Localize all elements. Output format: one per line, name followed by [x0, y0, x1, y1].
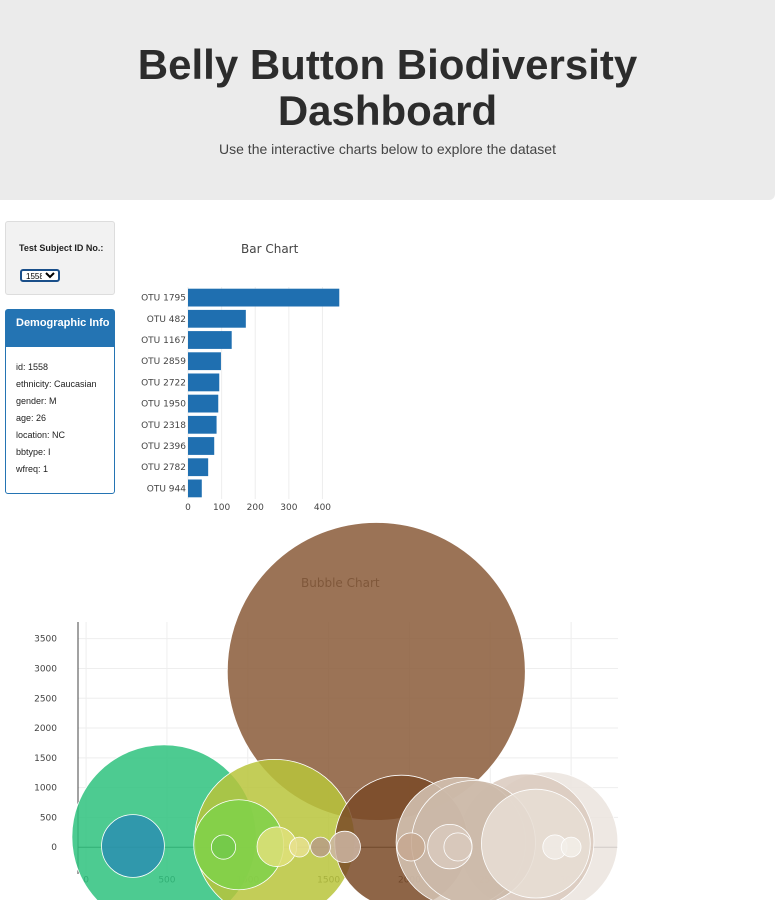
- bar-mark: [188, 373, 220, 392]
- bar-x-tick-label: 0: [185, 503, 191, 513]
- bar-y-tick-label: OTU 2318: [141, 421, 186, 431]
- bar-mark: [188, 415, 217, 434]
- bar-mark: [188, 394, 219, 413]
- bar-y-tick-label: OTU 1950: [141, 400, 186, 410]
- demo-line-bbtype: bbtype: I: [16, 447, 51, 457]
- bar-x-tick-label: 400: [314, 503, 331, 513]
- bar-y-tick-label: OTU 2782: [141, 463, 186, 473]
- bar-x-tick-label: 300: [280, 503, 297, 513]
- bar-mark: [188, 479, 202, 498]
- bar-mark: [188, 309, 246, 328]
- page-title-line1: Belly Button Biodiversity: [137, 41, 638, 88]
- demo-line-age: age: 26: [16, 413, 47, 423]
- bar-chart-title: Bar Chart: [241, 242, 299, 256]
- bar-y-tick-label: OTU 2859: [141, 357, 186, 367]
- demo-line-ethnicity: ethnicity: Caucasian: [16, 379, 97, 389]
- bar-mark: [188, 352, 221, 371]
- bar-y-tick-label: OTU 1167: [141, 336, 186, 346]
- demo-line-id: id: 1558: [16, 362, 49, 372]
- bar-mark: [188, 458, 209, 477]
- bar-mark: [188, 437, 215, 455]
- subject-id-select[interactable]: 1558: [20, 269, 60, 282]
- demo-line-wfreq: wfreq: 1: [16, 464, 49, 474]
- bar-y-tick-label: OTU 1795: [141, 294, 186, 304]
- demo-line-gender: gender: M: [16, 396, 57, 406]
- bar-y-tick-label: OTU 2722: [141, 378, 186, 388]
- bar-y-tick-label: OTU 482: [147, 315, 186, 325]
- demographic-panel: Demographic Info id: 1558 ethnicity: Cau…: [5, 309, 115, 494]
- demographic-panel-title: Demographic Info: [6, 310, 114, 347]
- page-title-line2: Dashboard: [277, 87, 498, 134]
- bar-y-tick-label: OTU 2396: [141, 442, 186, 452]
- subject-selector-well: Test Subject ID No.: 1558: [5, 221, 115, 295]
- subject-id-label: Test Subject ID No.:: [19, 243, 104, 253]
- bar-x-tick-label: 100: [213, 503, 230, 513]
- page-title: Belly Button Biodiversity Dashboard: [0, 42, 775, 134]
- page-subtitle: Use the interactive charts below to expl…: [219, 141, 556, 157]
- demo-line-location: location: NC: [16, 430, 66, 440]
- bar-mark: [188, 331, 232, 349]
- bar-y-tick-label: OTU 944: [147, 484, 186, 494]
- bar-mark: [188, 288, 340, 307]
- header-jumbotron: Belly Button Biodiversity Dashboard Use …: [0, 0, 775, 200]
- demographic-info-body: id: 1558 ethnicity: Caucasian gender: M …: [6, 347, 114, 478]
- bar-x-tick-label: 200: [247, 503, 264, 513]
- bubble-chart-title: Bubble Chart: [301, 576, 380, 590]
